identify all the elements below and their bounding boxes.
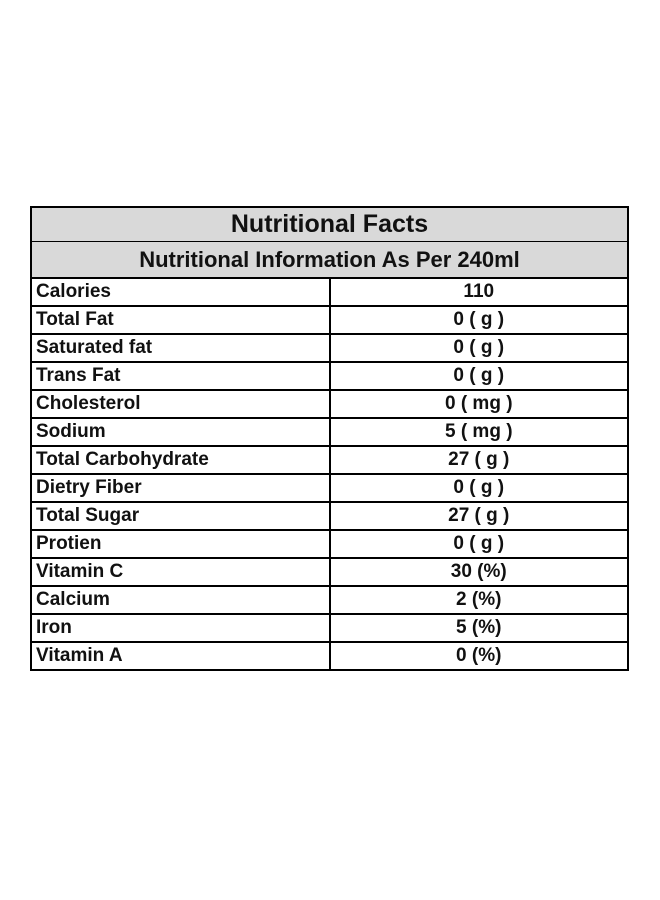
nutrient-name: Protien xyxy=(30,529,331,559)
nutrient-value: 5 (%) xyxy=(328,613,629,643)
nutrient-name: Vitamin A xyxy=(30,641,331,671)
nutrient-value: 30 (%) xyxy=(328,557,629,587)
nutrient-value: 0 (%) xyxy=(328,641,629,671)
table-row: Total Fat 0 ( g ) xyxy=(30,305,629,335)
nutrient-name: Calcium xyxy=(30,585,331,615)
nutrient-name: Vitamin C xyxy=(30,557,331,587)
nutrient-value: 0 ( g ) xyxy=(328,529,629,559)
nutrient-value: 0 ( g ) xyxy=(328,473,629,503)
table-row: Iron 5 (%) xyxy=(30,613,629,643)
nutrient-value: 0 ( mg ) xyxy=(328,389,629,419)
table-row: Vitamin C 30 (%) xyxy=(30,557,629,587)
nutrient-name: Total Fat xyxy=(30,305,331,335)
table-row: Trans Fat 0 ( g ) xyxy=(30,361,629,391)
nutrient-name: Dietry Fiber xyxy=(30,473,331,503)
table-row: Total Carbohydrate 27 ( g ) xyxy=(30,445,629,475)
nutrient-name: Saturated fat xyxy=(30,333,331,363)
table-title: Nutritional Facts xyxy=(30,206,629,242)
nutrient-name: Total Sugar xyxy=(30,501,331,531)
nutrient-value: 27 ( g ) xyxy=(328,445,629,475)
table-row: Calories 110 xyxy=(30,277,629,307)
nutrient-name: Trans Fat xyxy=(30,361,331,391)
table-subtitle: Nutritional Information As Per 240ml xyxy=(30,241,629,279)
table-row: Calcium 2 (%) xyxy=(30,585,629,615)
table-row: Sodium 5 ( mg ) xyxy=(30,417,629,447)
table-row: Dietry Fiber 0 ( g ) xyxy=(30,473,629,503)
nutrient-value: 27 ( g ) xyxy=(328,501,629,531)
nutrient-value: 2 (%) xyxy=(328,585,629,615)
title-row: Nutritional Facts xyxy=(30,206,629,242)
nutrition-facts-table: Nutritional Facts Nutritional Informatio… xyxy=(30,206,629,671)
nutrient-name: Cholesterol xyxy=(30,389,331,419)
nutrient-value: 5 ( mg ) xyxy=(328,417,629,447)
nutrition-facts-body: Nutritional Facts Nutritional Informatio… xyxy=(30,206,629,671)
nutrient-value: 0 ( g ) xyxy=(328,333,629,363)
nutrient-name: Iron xyxy=(30,613,331,643)
nutrient-name: Sodium xyxy=(30,417,331,447)
nutrient-name: Calories xyxy=(30,277,331,307)
table-row: Total Sugar 27 ( g ) xyxy=(30,501,629,531)
nutrient-value: 0 ( g ) xyxy=(328,305,629,335)
table-row: Saturated fat 0 ( g ) xyxy=(30,333,629,363)
nutrient-value: 110 xyxy=(328,277,629,307)
nutrient-value: 0 ( g ) xyxy=(328,361,629,391)
subtitle-row: Nutritional Information As Per 240ml xyxy=(30,241,629,279)
nutrient-name: Total Carbohydrate xyxy=(30,445,331,475)
table-row: Cholesterol 0 ( mg ) xyxy=(30,389,629,419)
table-row: Protien 0 ( g ) xyxy=(30,529,629,559)
